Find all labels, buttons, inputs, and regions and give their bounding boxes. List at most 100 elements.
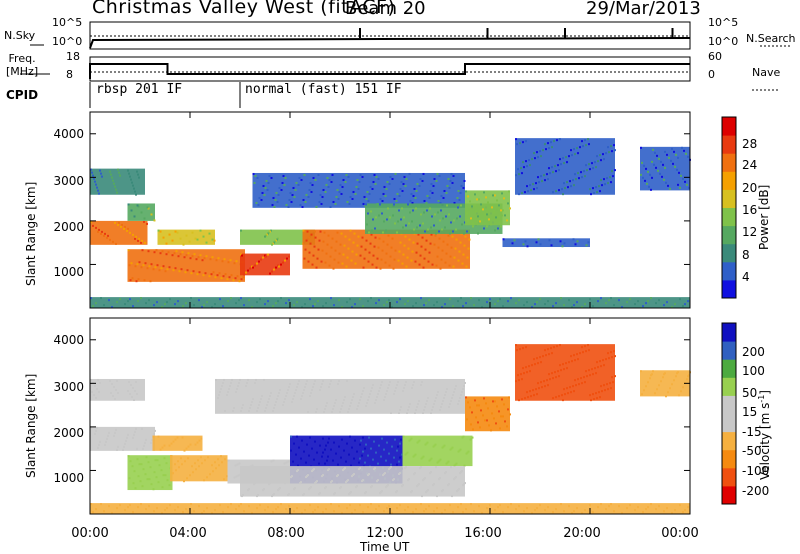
scatter-pixel xyxy=(222,381,224,384)
scatter-pixel xyxy=(274,198,277,201)
scatter-pixel xyxy=(136,458,139,461)
scatter-pixel xyxy=(341,185,344,188)
scatter-pixel xyxy=(502,209,504,212)
scatter-pixel xyxy=(439,219,441,222)
scatter-pixel xyxy=(428,251,431,254)
scatter-pixel xyxy=(467,401,469,404)
scatter-pixel xyxy=(141,249,144,252)
scatter-pixel xyxy=(177,300,179,303)
scatter-pixel xyxy=(116,301,118,304)
scatter-pixel xyxy=(392,214,394,217)
scatter-pixel xyxy=(229,384,231,387)
scatter-pixel xyxy=(543,380,545,383)
scatter-pixel xyxy=(184,460,186,463)
scatter-pixel xyxy=(117,168,119,171)
scatter-pixel xyxy=(396,463,398,466)
scatter-pixel xyxy=(442,196,445,199)
scatter-pixel xyxy=(383,185,386,188)
scatter-pixel xyxy=(132,511,134,514)
scatter-pixel xyxy=(114,185,116,188)
scatter-pixel xyxy=(428,505,430,508)
scatter-pixel xyxy=(313,458,315,461)
scatter-pixel xyxy=(259,298,261,301)
scatter-pixel xyxy=(312,385,314,388)
scatter-pixel xyxy=(656,388,658,391)
scatter-pixel xyxy=(367,212,369,215)
scatter-pixel xyxy=(314,440,316,443)
scatter-pixel xyxy=(560,503,562,506)
scatter-pixel xyxy=(439,201,442,204)
scatter-pixel xyxy=(550,244,553,247)
scatter-pixel xyxy=(157,481,160,484)
scatter-pixel xyxy=(154,429,156,432)
scatter-pixel xyxy=(485,402,487,405)
scatter-pixel xyxy=(576,301,578,304)
scatter-pixel xyxy=(265,406,267,409)
scatter-pixel xyxy=(637,506,639,509)
scatter-pixel xyxy=(271,243,273,246)
scatter-pixel xyxy=(176,231,179,234)
scatter-pixel xyxy=(613,510,615,513)
scatter-pixel xyxy=(584,175,586,178)
scatter-pixel xyxy=(562,157,564,160)
scatter-pixel xyxy=(280,503,282,506)
scatter-pixel xyxy=(445,462,448,465)
scatter-pixel xyxy=(480,203,482,206)
scatter-pixel xyxy=(347,410,349,413)
scatter-pixel xyxy=(202,235,205,238)
scatter-pixel xyxy=(370,389,372,392)
scatter-pixel xyxy=(288,198,291,201)
scatter-pixel xyxy=(298,176,301,179)
nsky-line xyxy=(89,37,691,49)
scatter-pixel xyxy=(494,229,496,232)
scatter-pixel xyxy=(457,300,459,303)
scatter-pixel xyxy=(441,306,443,309)
scatter-pixel xyxy=(496,405,498,408)
scatter-pixel xyxy=(290,449,292,452)
scatter-pixel xyxy=(288,505,290,508)
ylabel-velocity-panel: Slant Range [km] xyxy=(24,373,38,478)
scatter-pixel xyxy=(589,374,591,377)
scatter-pixel xyxy=(537,176,539,179)
scatter-band xyxy=(90,220,148,245)
scatter-pixel xyxy=(354,509,356,512)
scatter-pixel xyxy=(552,305,554,308)
scatter-pixel xyxy=(378,444,380,447)
scatter-pixel xyxy=(565,156,567,159)
scatter-pixel xyxy=(287,460,290,463)
scatter-pixel xyxy=(320,385,322,388)
scatter-pixel xyxy=(519,348,521,351)
scatter-pixel xyxy=(482,208,484,211)
scatter-pixel xyxy=(347,247,350,250)
scatter-pixel xyxy=(399,456,401,459)
scatter-pixel xyxy=(134,265,137,268)
scatter-pixel xyxy=(280,188,283,191)
scatter-pixel xyxy=(441,402,443,405)
scatter-pixel xyxy=(558,169,560,172)
scatter-pixel xyxy=(544,143,546,146)
scatter-pixel xyxy=(524,240,527,243)
scatter-pixel xyxy=(467,247,470,250)
scatter-pixel xyxy=(339,410,341,413)
xtick-5: 20:00 xyxy=(563,526,601,541)
scatter-pixel xyxy=(481,512,483,515)
cpid-segment-2: normal (fast) 151 IF xyxy=(245,82,402,97)
scatter-pixel xyxy=(375,508,377,511)
scatter-pixel xyxy=(296,507,298,510)
scatter-pixel xyxy=(449,232,451,235)
scatter-pixel xyxy=(645,385,647,388)
scatter-pixel xyxy=(585,370,587,373)
scatter-pixel xyxy=(515,344,517,347)
scatter-pixel xyxy=(384,261,387,264)
scatter-pixel xyxy=(407,506,409,509)
scatter-pixel xyxy=(610,297,612,300)
scatter-pixel xyxy=(219,504,221,507)
scatter-pixel xyxy=(399,187,402,190)
scatter-pixel xyxy=(350,401,352,404)
scatter-pixel xyxy=(137,278,140,281)
scatter-pixel xyxy=(130,178,132,181)
scatter-pixel xyxy=(399,472,401,475)
scatter-pixel xyxy=(552,511,554,514)
scatter-pixel xyxy=(342,401,344,404)
scatter-pixel xyxy=(675,375,677,378)
